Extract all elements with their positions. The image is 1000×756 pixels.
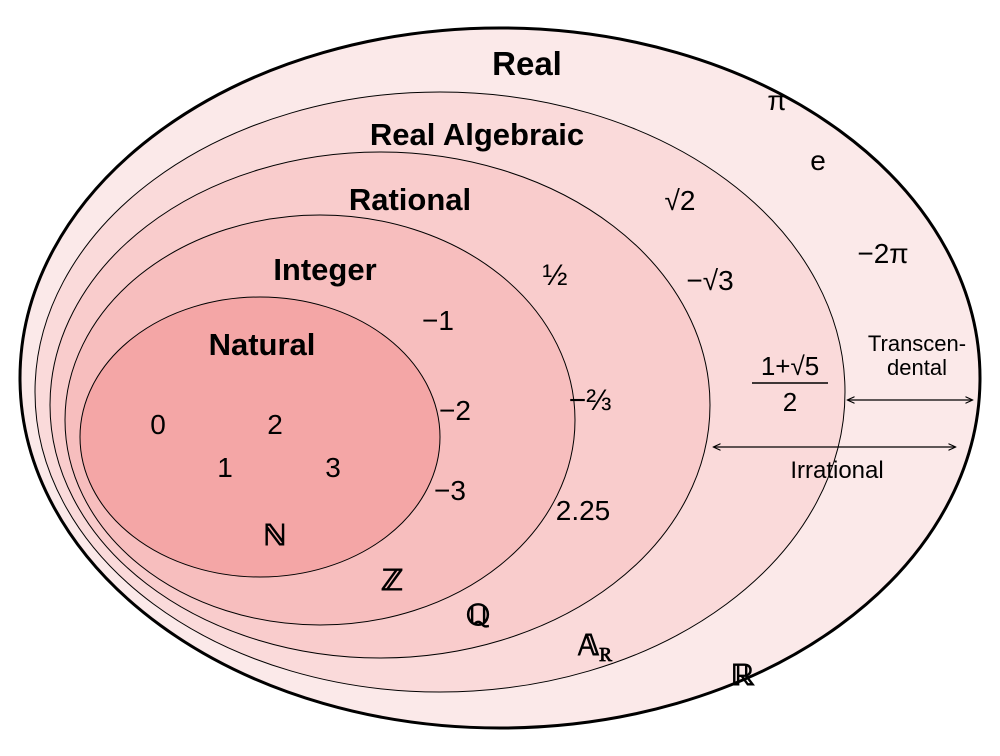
- example-natural-2: 2: [267, 409, 283, 440]
- example-rational-2: 2.25: [556, 495, 611, 526]
- symbol-N: ℕ: [264, 521, 286, 553]
- example-algebraic-1: −√3: [686, 265, 733, 296]
- title-natural: Natural: [209, 327, 316, 362]
- title-real: Real: [492, 45, 562, 82]
- title-rational: Rational: [349, 182, 471, 217]
- example-integer-0: −1: [422, 305, 454, 336]
- example-algebraic-0: √2: [665, 185, 696, 216]
- label-transcendental-1: Transcen-: [868, 331, 966, 356]
- symbol-Q: ℚ: [466, 601, 490, 633]
- example-natural-3: 3: [325, 452, 341, 483]
- number-sets-venn-diagram: Real Real Algebraic Rational Integer Nat…: [0, 0, 1000, 756]
- golden-ratio-denominator: 2: [783, 387, 797, 417]
- example-integer-2: −3: [434, 475, 466, 506]
- example-rational-1: −⅔: [569, 384, 612, 417]
- example-integer-1: −2: [439, 395, 471, 426]
- example-real-2: −2π: [857, 238, 908, 269]
- example-natural-1: 1: [217, 452, 233, 483]
- example-natural-0: 0: [150, 409, 166, 440]
- symbol-R: ℝ: [731, 661, 755, 693]
- golden-ratio-numerator: 1+√5: [761, 351, 819, 381]
- title-algebraic: Real Algebraic: [370, 117, 584, 152]
- symbol-Z: ℤ: [381, 566, 403, 598]
- example-real-1: e: [810, 145, 826, 176]
- example-real-0: π: [767, 85, 786, 116]
- title-integer: Integer: [273, 252, 376, 287]
- label-irrational: Irrational: [790, 457, 883, 484]
- label-transcendental-2: dental: [887, 355, 947, 380]
- example-rational-0: ½: [542, 259, 567, 292]
